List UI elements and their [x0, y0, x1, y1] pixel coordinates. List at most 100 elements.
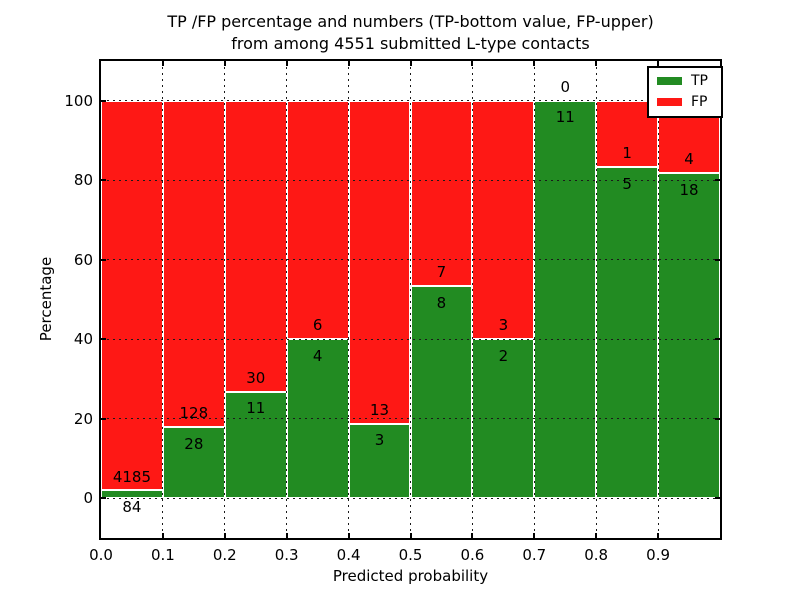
tp-count-label: 2 [498, 346, 509, 365]
gridline-vertical [162, 61, 164, 538]
tp-bar-segment [596, 167, 659, 499]
plot-area: TP FP 4185 84 128 28 30 11 6 4 13 3 7 8 3 2 0 11 1 5 4 18 [99, 59, 723, 540]
x-tick-mark [533, 533, 536, 538]
fp-bar-segment [101, 100, 163, 491]
tp-bar-segment [162, 426, 225, 499]
y-tick-label: 0 [83, 489, 93, 508]
x-tick-mark [161, 533, 164, 538]
fp-count-label: 6 [312, 316, 323, 335]
x-tick-label: 0.7 [522, 546, 547, 564]
y-tick-label: 20 [73, 409, 93, 428]
chart-title-line2: from among 4551 submitted L-type contact… [231, 34, 590, 53]
y-tick-mark [101, 179, 106, 182]
tp-bar-segment [348, 423, 411, 499]
legend-label-tp: TP [691, 73, 708, 89]
x-tick-mark [657, 533, 660, 538]
fp-bar-segment [348, 100, 411, 424]
y-tick-mark [715, 258, 720, 261]
tp-count-label: 18 [679, 180, 699, 199]
fp-color-swatch [657, 98, 682, 106]
gridline-vertical [595, 61, 597, 538]
legend: TP FP [647, 66, 723, 118]
x-axis-label: Predicted probability [332, 567, 489, 585]
tp-bar-segment [658, 173, 720, 499]
x-tick-mark [595, 61, 598, 66]
fp-count-label: 4 [684, 150, 694, 169]
x-tick-label: 0.2 [212, 546, 237, 564]
x-tick-label: 0.1 [150, 546, 175, 564]
tp-count-label: 28 [184, 434, 204, 453]
y-tick-mark [101, 417, 106, 420]
x-tick-mark [409, 61, 412, 66]
y-tick-mark [715, 179, 720, 182]
fp-count-label: 3 [498, 316, 509, 335]
x-tick-label: 0.0 [89, 546, 113, 564]
y-tick-label: 60 [73, 250, 93, 269]
x-tick-mark [471, 61, 474, 66]
x-tick-mark [595, 533, 598, 538]
x-tick-mark [657, 61, 660, 66]
x-tick-label: 0.3 [274, 546, 299, 564]
y-tick-label: 40 [73, 330, 93, 349]
legend-item-fp: FP [657, 95, 713, 109]
x-tick-label: 0.8 [584, 546, 609, 564]
y-tick-mark [101, 258, 106, 261]
fp-count-label: 1 [622, 144, 632, 163]
y-tick-mark [715, 338, 720, 341]
x-tick-label: 0.4 [336, 546, 361, 564]
gridline-vertical [533, 61, 535, 538]
fp-bar-segment [224, 100, 287, 392]
gridline-vertical [471, 61, 473, 538]
gridline-vertical [410, 61, 411, 538]
x-tick-mark [285, 533, 288, 538]
fp-bar-segment [286, 100, 349, 340]
fp-count-label: 0 [560, 77, 571, 96]
x-tick-label: 0.6 [460, 546, 485, 564]
fp-bar-segment [162, 100, 225, 427]
fp-count-label: 13 [370, 400, 390, 419]
fp-count-label: 30 [246, 368, 266, 387]
gridline-vertical [348, 61, 350, 538]
fp-count-label: 4185 [112, 467, 152, 486]
tp-color-swatch [657, 77, 682, 85]
x-tick-mark [347, 533, 350, 538]
y-tick-mark [715, 497, 720, 500]
legend-item-tp: TP [657, 74, 713, 88]
y-tick-label: 80 [73, 171, 93, 190]
x-tick-mark [347, 61, 350, 66]
x-tick-label: 0.9 [646, 546, 671, 564]
tp-bar-segment [410, 286, 473, 499]
tp-count-label: 3 [374, 431, 385, 450]
y-tick-mark [101, 99, 106, 102]
tp-bar-segment [534, 100, 597, 499]
y-tick-mark [101, 497, 106, 500]
x-tick-mark [409, 533, 412, 538]
fp-count-label: 7 [436, 263, 447, 282]
x-tick-mark [161, 61, 164, 66]
gridline-vertical [224, 61, 226, 538]
tp-count-label: 11 [246, 399, 266, 418]
tp-count-label: 11 [555, 108, 575, 127]
x-tick-mark [533, 61, 536, 66]
chart-title-line1: TP /FP percentage and numbers (TP-bottom… [167, 12, 654, 31]
legend-label-fp: FP [691, 94, 708, 110]
x-tick-mark [223, 61, 226, 66]
tp-count-label: 5 [622, 174, 632, 193]
x-tick-mark [223, 533, 226, 538]
x-tick-mark [285, 61, 288, 66]
chart-title: TP /FP percentage and numbers (TP-bottom… [99, 11, 722, 55]
tp-count-label: 84 [122, 498, 142, 517]
tp-count-label: 4 [312, 346, 323, 365]
fp-bar-segment [472, 100, 535, 340]
x-tick-mark [471, 533, 474, 538]
y-tick-label: 100 [64, 91, 93, 110]
x-tick-label: 0.5 [398, 546, 423, 564]
tp-count-label: 8 [436, 293, 447, 312]
fp-count-label: 128 [179, 403, 209, 422]
y-axis-label: Percentage [37, 256, 55, 342]
gridline-vertical [657, 61, 659, 538]
gridline-vertical [286, 61, 288, 538]
y-tick-mark [715, 417, 720, 420]
y-tick-mark [101, 338, 106, 341]
